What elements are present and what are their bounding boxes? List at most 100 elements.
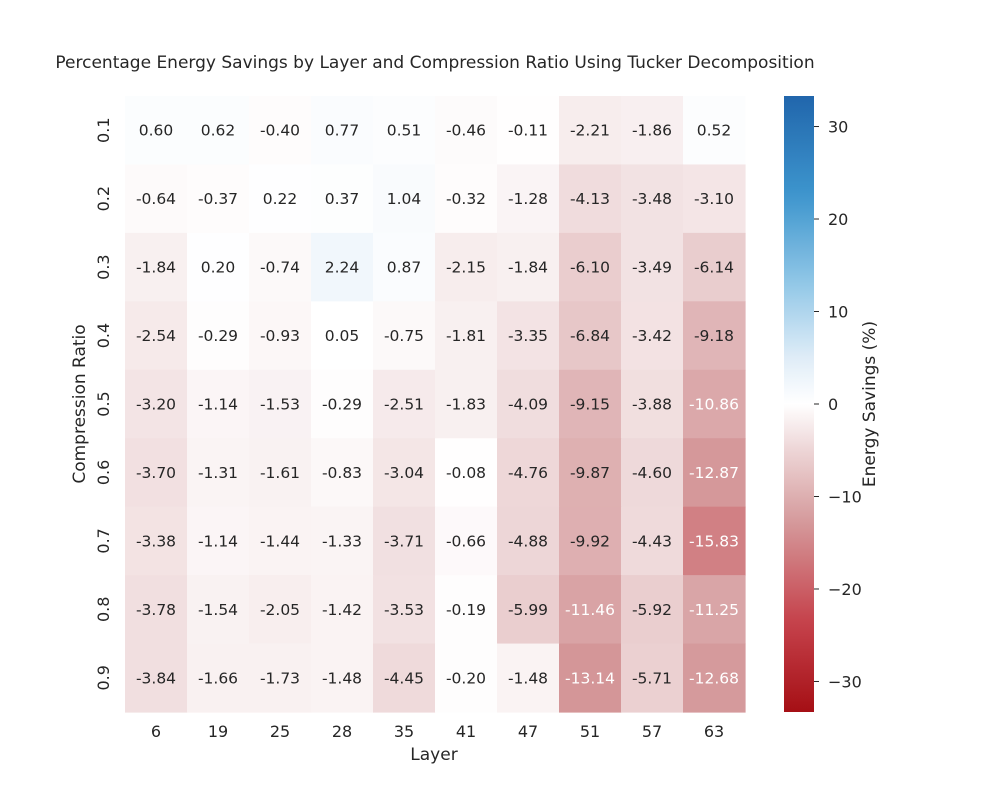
heatmap-cell	[373, 506, 436, 576]
cell-value-label: -1.48	[322, 669, 362, 687]
heatmap-cell	[683, 643, 746, 713]
colorbar-label: Energy Savings (%)	[860, 321, 880, 487]
heatmap-cell	[187, 96, 250, 166]
heatmap-cell	[249, 232, 312, 302]
x-tick-label: 41	[456, 722, 476, 741]
cell-value-label: -0.37	[198, 190, 238, 208]
heatmap-cell	[621, 301, 684, 371]
cell-value-label: -0.29	[198, 327, 238, 345]
y-tick-label: 0.2	[94, 186, 113, 211]
cell-value-label: -1.33	[322, 532, 362, 550]
heatmap-cell	[125, 575, 188, 645]
cell-value-label: 0.87	[387, 259, 422, 277]
heatmap-cell	[435, 438, 498, 508]
heatmap-cell	[187, 506, 250, 576]
heatmap-cell	[435, 301, 498, 371]
cell-value-label: -3.04	[384, 464, 424, 482]
x-tick-label: 35	[394, 722, 414, 741]
heatmap-cell	[125, 96, 188, 166]
heatmap-cell	[249, 575, 312, 645]
heatmap-cell	[187, 575, 250, 645]
heatmap-cell	[249, 164, 312, 234]
cell-value-label: 0.05	[325, 327, 360, 345]
heatmap-cell	[435, 506, 498, 576]
y-tick-label: 0.4	[94, 323, 113, 348]
cell-value-label: -4.43	[632, 532, 672, 550]
cell-value-label: 1.04	[387, 190, 422, 208]
cell-value-label: -1.42	[322, 601, 362, 619]
x-tick-label: 19	[208, 722, 228, 741]
x-tick-label: 57	[642, 722, 662, 741]
heatmap-cell	[559, 232, 622, 302]
cell-value-label: -1.31	[198, 464, 238, 482]
cell-value-label: -1.61	[260, 464, 300, 482]
y-tick-label: 0.8	[94, 597, 113, 622]
cell-value-label: -9.15	[570, 396, 610, 414]
heatmap-cell	[683, 232, 746, 302]
cell-value-label: -3.48	[632, 190, 672, 208]
cell-value-label: -11.46	[565, 601, 615, 619]
heatmap-cell	[497, 575, 560, 645]
cell-value-label: -2.21	[570, 122, 610, 140]
cell-value-label: -1.84	[136, 259, 176, 277]
heatmap-cell	[373, 96, 436, 166]
cell-value-label: -4.88	[508, 532, 548, 550]
cell-value-label: -0.08	[446, 464, 486, 482]
cell-value-label: -2.15	[446, 259, 486, 277]
y-tick-label: 0.6	[94, 460, 113, 485]
x-tick-label: 28	[332, 722, 352, 741]
cell-value-label: -3.49	[632, 259, 672, 277]
heatmap-cell	[311, 164, 374, 234]
cell-value-label: -0.20	[446, 669, 486, 687]
cell-value-label: -13.14	[565, 669, 615, 687]
cell-value-label: 0.60	[139, 122, 174, 140]
heatmap-cell	[187, 301, 250, 371]
x-tick-label: 63	[704, 722, 724, 741]
cell-value-label: -5.71	[632, 669, 672, 687]
cell-value-label: -0.46	[446, 122, 486, 140]
heatmap-cell	[683, 438, 746, 508]
y-tick-labels: 0.1 0.2 0.3 0.4 0.5 0.6 0.7 0.8 0.9	[94, 117, 113, 690]
heatmap-cell	[497, 438, 560, 508]
heatmap-cell	[249, 369, 312, 439]
colorbar-tick-label: −30	[828, 672, 862, 691]
heatmap-cell	[621, 506, 684, 576]
heatmap-cell	[187, 643, 250, 713]
cell-value-label: -1.84	[508, 259, 548, 277]
colorbar-tick-label: −10	[828, 487, 862, 506]
cell-value-label: -0.64	[136, 190, 176, 208]
x-tick-label: 25	[270, 722, 290, 741]
cell-value-label: -4.45	[384, 669, 424, 687]
cell-value-label: -9.87	[570, 464, 610, 482]
heatmap-cell	[621, 232, 684, 302]
heatmap-cell	[435, 643, 498, 713]
cell-value-label: -9.92	[570, 532, 610, 550]
heatmap-cell	[559, 301, 622, 371]
cell-value-label: 0.20	[201, 259, 236, 277]
heatmap-cell	[683, 164, 746, 234]
cell-value-label: -4.60	[632, 464, 672, 482]
heatmap-cell	[497, 164, 560, 234]
cell-value-label: -12.87	[689, 464, 739, 482]
cell-value-label: -1.66	[198, 669, 238, 687]
cell-value-label: -6.84	[570, 327, 610, 345]
cell-value-label: -0.11	[508, 122, 548, 140]
cell-value-label: 0.37	[325, 190, 360, 208]
heatmap-cell	[559, 438, 622, 508]
colorbar-tick-label: 0	[828, 395, 838, 414]
cell-value-label: -10.86	[689, 396, 739, 414]
cell-value-label: -3.42	[632, 327, 672, 345]
cell-value-label: -3.70	[136, 464, 176, 482]
heatmap-cell	[125, 164, 188, 234]
heatmap-cell	[435, 575, 498, 645]
cell-value-label: 0.22	[263, 190, 298, 208]
heatmap-cell	[373, 369, 436, 439]
heatmap-cell	[497, 96, 560, 166]
x-tick-label: 6	[151, 722, 161, 741]
cell-value-label: -4.13	[570, 190, 610, 208]
cell-value-label: -1.44	[260, 532, 300, 550]
heatmap-cell	[249, 96, 312, 166]
cell-value-label: -2.05	[260, 601, 300, 619]
cell-value-label: -1.83	[446, 396, 486, 414]
